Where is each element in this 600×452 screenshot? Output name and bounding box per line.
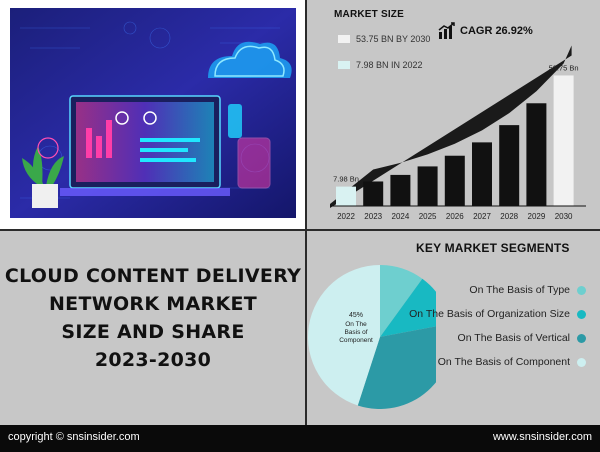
segment-dot xyxy=(577,333,586,343)
segment-type: On The Basis of Type xyxy=(469,284,586,296)
pie-slice-percent-label: 45% xyxy=(349,312,363,319)
x-tick-2030: 2030 xyxy=(555,212,573,221)
pie-slice-3 xyxy=(357,326,436,409)
segment-dot xyxy=(577,309,586,319)
x-tick-2026: 2026 xyxy=(446,212,464,221)
segment-label: On The Basis of Type xyxy=(469,284,570,296)
report-title: CLOUD CONTENT DELIVERY NETWORK MARKET SI… xyxy=(0,262,306,374)
title-line-1: CLOUD CONTENT DELIVERY xyxy=(4,265,302,287)
bar-2025 xyxy=(417,166,438,206)
legend-item-2030: 53.75 BN BY 2030 xyxy=(338,34,430,44)
bar-2030 xyxy=(553,75,574,206)
x-tick-2029: 2029 xyxy=(528,212,546,221)
cagr-label: CAGR 26.92% xyxy=(460,25,533,37)
title-panel xyxy=(0,230,306,425)
legend-swatch xyxy=(338,61,350,69)
segment-label: On The Basis of Vertical xyxy=(457,332,570,344)
market-size-bar-chart: 2022 7.98 Bn 2023 2024 2025 2026 2027 2028 2029 2… xyxy=(330,45,586,221)
x-tick-2025: 2025 xyxy=(419,212,437,221)
segment-dot xyxy=(577,357,586,367)
footer-bar: copyright © snsinsider.com www.snsinside… xyxy=(0,425,600,452)
x-tick-2022: 2022 xyxy=(337,212,355,221)
cagr-badge: CAGR 26.92% xyxy=(438,22,533,40)
segment-vertical: On The Basis of Vertical xyxy=(458,332,586,344)
pie-slice-1 xyxy=(380,265,423,337)
segment-dot xyxy=(577,285,586,295)
pie-slice-2 xyxy=(380,278,436,337)
bar-2026 xyxy=(444,155,465,206)
data-label-2030: 53.75 Bn xyxy=(549,63,579,72)
legend-item-2022: 7.98 BN IN 2022 xyxy=(338,60,423,70)
horizontal-divider xyxy=(0,229,600,231)
pie-slice-4 xyxy=(307,265,380,406)
segment-label: On The Basis of Component xyxy=(437,356,570,368)
pie-slice-text-label: Basis of xyxy=(344,329,367,336)
x-tick-2028: 2028 xyxy=(500,212,518,221)
x-tick-2023: 2023 xyxy=(364,212,382,221)
illustration-panel xyxy=(0,0,306,230)
cloud-network-illustration xyxy=(10,8,296,218)
market-size-panel: MARKET SIZE 53.75 BN BY 2030 7.98 BN IN … xyxy=(306,0,600,230)
legend-swatch xyxy=(338,35,350,43)
bar-2028 xyxy=(499,125,520,206)
segment-organization-size: On The Basis of Organization Size xyxy=(409,308,586,320)
bar-2022 xyxy=(336,186,356,206)
x-tick-2027: 2027 xyxy=(473,212,491,221)
title-line-3: SIZE AND SHARE xyxy=(61,321,245,343)
legend-label: 53.75 BN BY 2030 xyxy=(356,34,431,44)
website-link[interactable]: www.snsinsider.com xyxy=(492,431,592,443)
segments-heading: KEY MARKET SEGMENTS xyxy=(416,241,570,255)
bar-2024 xyxy=(390,174,411,206)
growth-chart-icon xyxy=(438,22,455,39)
copyright-text: copyright © snsinsider.com xyxy=(8,431,140,443)
x-tick-2024: 2024 xyxy=(392,212,410,221)
market-size-label: MARKET SIZE xyxy=(334,9,404,20)
data-label-2022: 7.98 Bn xyxy=(333,175,359,184)
bar-2023 xyxy=(363,181,384,206)
legend-label: 7.98 BN IN 2022 xyxy=(356,60,423,70)
title-line-4: 2023-2030 xyxy=(94,349,212,371)
vertical-divider xyxy=(305,0,307,425)
growth-curve xyxy=(330,45,572,208)
bar-2027 xyxy=(472,142,492,206)
segment-label: On The Basis of Organization Size xyxy=(409,308,570,320)
title-line-2: NETWORK MARKET xyxy=(48,293,258,315)
pie-slice-text-label: On The xyxy=(345,321,367,328)
segment-component: On The Basis of Component xyxy=(438,356,586,368)
pie-slice-text-label: Component xyxy=(339,337,373,344)
bar-2029 xyxy=(526,103,547,206)
